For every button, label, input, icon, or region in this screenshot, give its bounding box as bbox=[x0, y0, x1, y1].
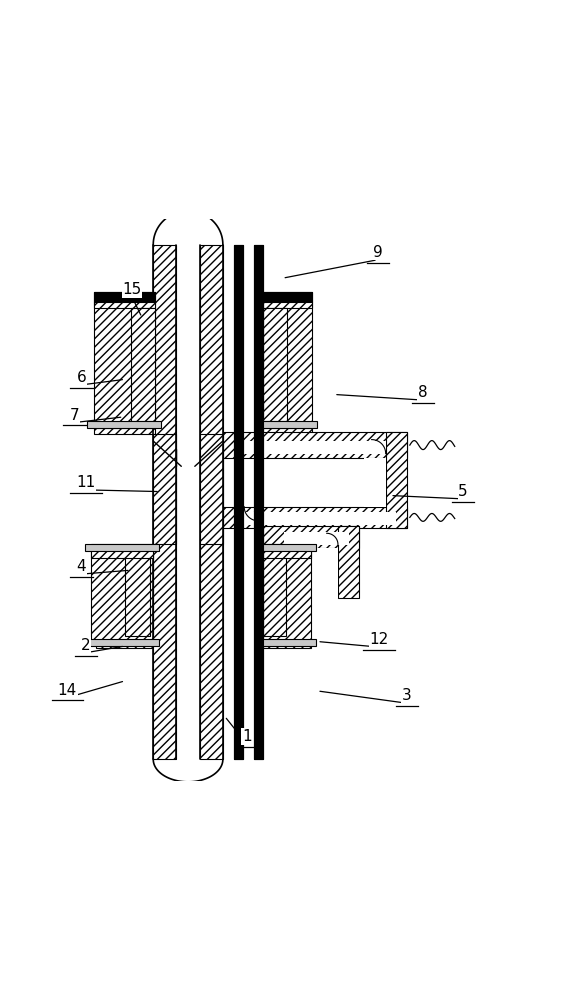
Bar bbox=[263, 548, 311, 558]
Text: 11: 11 bbox=[76, 475, 95, 490]
Bar bbox=[254, 245, 263, 759]
Bar bbox=[176, 245, 200, 759]
Bar bbox=[131, 308, 155, 421]
Bar bbox=[223, 432, 407, 458]
Bar bbox=[263, 640, 311, 648]
Bar bbox=[87, 421, 161, 428]
Bar bbox=[254, 245, 263, 759]
Bar bbox=[234, 245, 243, 759]
Bar bbox=[263, 428, 312, 434]
Bar bbox=[263, 551, 286, 636]
Bar bbox=[96, 640, 152, 648]
Bar bbox=[338, 526, 359, 598]
Bar bbox=[365, 458, 386, 507]
Text: 5: 5 bbox=[458, 484, 468, 499]
Text: 4: 4 bbox=[77, 559, 86, 574]
Text: 9: 9 bbox=[373, 245, 383, 260]
Bar bbox=[153, 434, 176, 544]
Bar bbox=[91, 544, 153, 643]
Text: 3: 3 bbox=[402, 688, 412, 703]
Bar bbox=[284, 532, 349, 545]
Bar bbox=[153, 245, 176, 759]
Bar bbox=[257, 544, 315, 551]
Bar bbox=[200, 434, 223, 544]
Text: 12: 12 bbox=[369, 632, 388, 647]
Bar bbox=[263, 292, 312, 302]
Text: 1: 1 bbox=[242, 729, 252, 744]
Bar bbox=[386, 432, 407, 528]
Bar bbox=[263, 526, 359, 548]
Bar bbox=[263, 292, 312, 308]
Bar bbox=[84, 639, 159, 646]
Bar bbox=[244, 512, 396, 525]
Text: 14: 14 bbox=[58, 683, 77, 698]
Bar bbox=[316, 548, 338, 598]
Bar bbox=[257, 639, 315, 646]
Bar bbox=[94, 292, 155, 308]
Bar bbox=[176, 434, 200, 544]
Text: 2: 2 bbox=[81, 638, 91, 653]
Text: 7: 7 bbox=[70, 408, 79, 423]
Bar bbox=[94, 302, 155, 428]
Bar bbox=[263, 308, 287, 421]
Bar bbox=[244, 441, 386, 454]
Bar bbox=[94, 428, 155, 434]
Bar bbox=[257, 421, 316, 428]
Bar bbox=[84, 544, 159, 551]
Text: 15: 15 bbox=[122, 282, 142, 297]
Text: 6: 6 bbox=[77, 370, 86, 385]
Bar bbox=[234, 245, 243, 759]
Bar bbox=[91, 548, 153, 558]
Bar bbox=[94, 292, 155, 302]
Bar bbox=[223, 507, 407, 528]
Bar bbox=[200, 245, 223, 759]
Bar bbox=[263, 302, 312, 428]
Bar bbox=[125, 551, 150, 636]
Text: 8: 8 bbox=[418, 385, 428, 400]
Bar bbox=[263, 544, 311, 643]
